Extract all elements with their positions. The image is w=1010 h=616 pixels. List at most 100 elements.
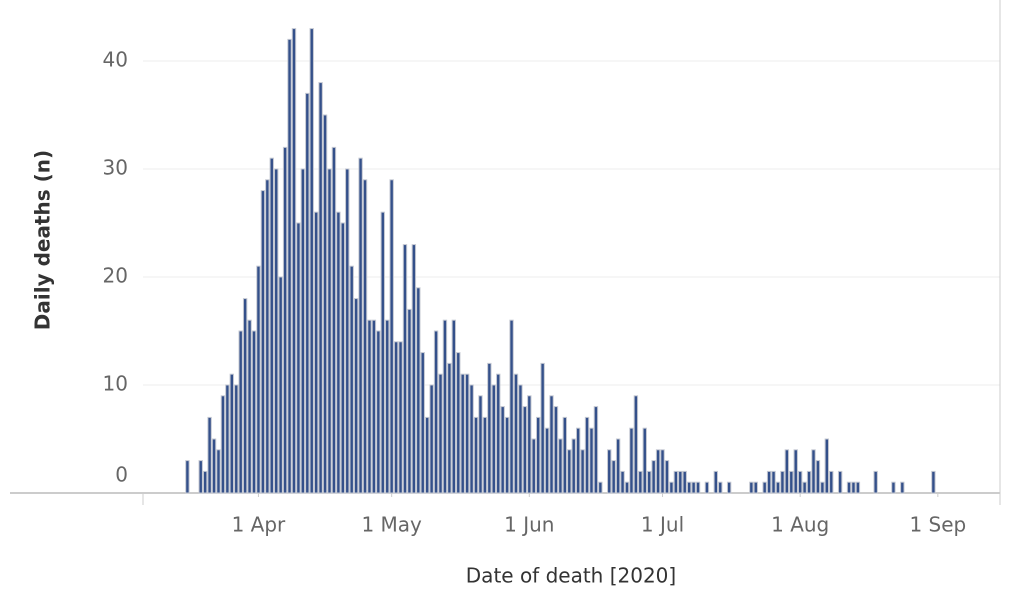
bar bbox=[442, 319, 448, 494]
bar bbox=[211, 438, 217, 494]
bar bbox=[829, 470, 834, 494]
bar bbox=[496, 373, 501, 494]
bar bbox=[336, 211, 341, 494]
y-tick-label: 10 bbox=[103, 371, 128, 395]
bar bbox=[678, 470, 683, 494]
bar bbox=[784, 449, 790, 494]
bar bbox=[353, 298, 359, 494]
bar bbox=[234, 384, 239, 494]
y-tick-label: 20 bbox=[103, 263, 128, 287]
bar bbox=[527, 395, 532, 494]
bar bbox=[522, 406, 528, 494]
bar bbox=[629, 427, 634, 494]
x-tick-label: 1 Aug bbox=[771, 513, 829, 537]
bar bbox=[589, 427, 594, 494]
bar bbox=[655, 449, 661, 494]
bar bbox=[389, 179, 394, 494]
bar bbox=[673, 470, 679, 494]
bar bbox=[713, 470, 719, 494]
bar bbox=[487, 362, 492, 494]
bar bbox=[691, 481, 696, 494]
bar bbox=[775, 481, 781, 494]
bar bbox=[820, 481, 825, 494]
bar bbox=[753, 481, 758, 494]
bar bbox=[269, 157, 274, 494]
bar bbox=[420, 352, 425, 494]
bar bbox=[544, 427, 550, 494]
bar bbox=[549, 395, 554, 494]
bar bbox=[562, 416, 568, 494]
x-tick-label: 1 Jun bbox=[504, 513, 554, 537]
x-tick-label: 1 May bbox=[361, 513, 422, 537]
bar bbox=[669, 481, 674, 494]
y-axis-title: Daily deaths (n) bbox=[31, 150, 55, 330]
bar bbox=[633, 395, 639, 494]
bar bbox=[518, 384, 523, 494]
bar bbox=[593, 406, 599, 494]
bar bbox=[762, 481, 767, 494]
bar bbox=[815, 460, 821, 494]
bar bbox=[242, 298, 248, 494]
bar bbox=[558, 438, 563, 494]
bar bbox=[664, 460, 670, 494]
bar bbox=[256, 265, 261, 494]
x-tick-label: 1 Jul bbox=[641, 513, 684, 537]
bar bbox=[553, 406, 559, 494]
bar bbox=[309, 28, 314, 494]
bar bbox=[274, 168, 279, 494]
bar bbox=[598, 481, 603, 494]
bar bbox=[789, 470, 794, 494]
bar bbox=[296, 222, 301, 494]
bar bbox=[780, 470, 785, 494]
bar bbox=[855, 481, 861, 494]
bar bbox=[451, 319, 457, 494]
bar bbox=[615, 438, 621, 494]
bar bbox=[402, 244, 408, 494]
bar bbox=[433, 330, 439, 494]
bar bbox=[536, 416, 541, 494]
bar bbox=[456, 352, 461, 494]
bar bbox=[358, 157, 363, 494]
bar bbox=[398, 341, 403, 494]
bar bbox=[469, 384, 474, 494]
x-tick-label: 1 Apr bbox=[232, 513, 286, 537]
bar bbox=[638, 470, 643, 494]
bar bbox=[380, 211, 385, 494]
bar bbox=[202, 470, 208, 494]
bar bbox=[349, 265, 354, 494]
bar bbox=[811, 449, 816, 494]
bar bbox=[385, 319, 390, 494]
bar bbox=[500, 406, 505, 494]
bar bbox=[571, 438, 576, 494]
bar bbox=[513, 373, 519, 494]
bar bbox=[509, 319, 514, 494]
bar bbox=[438, 373, 443, 494]
bar bbox=[407, 308, 412, 494]
bar bbox=[340, 222, 346, 494]
bar bbox=[624, 481, 630, 494]
bar bbox=[580, 449, 585, 494]
bar bbox=[229, 373, 234, 494]
bar bbox=[873, 470, 878, 494]
bar bbox=[607, 449, 612, 494]
y-tick-label: 0 bbox=[115, 463, 128, 487]
x-tick-label: 1 Sep bbox=[909, 513, 966, 537]
bar bbox=[247, 319, 252, 494]
bar bbox=[447, 362, 452, 494]
bar bbox=[584, 416, 590, 494]
bar bbox=[313, 211, 319, 494]
bar bbox=[207, 416, 212, 494]
bar bbox=[478, 395, 483, 494]
bar bbox=[393, 341, 399, 494]
bar bbox=[416, 287, 421, 494]
bar bbox=[305, 92, 310, 494]
bar bbox=[460, 373, 465, 494]
bar bbox=[846, 481, 852, 494]
bar bbox=[282, 146, 288, 494]
bar bbox=[198, 460, 203, 494]
bar bbox=[718, 481, 723, 494]
bar bbox=[931, 470, 936, 494]
bar bbox=[620, 470, 625, 494]
bar bbox=[824, 438, 830, 494]
bar bbox=[300, 168, 306, 494]
